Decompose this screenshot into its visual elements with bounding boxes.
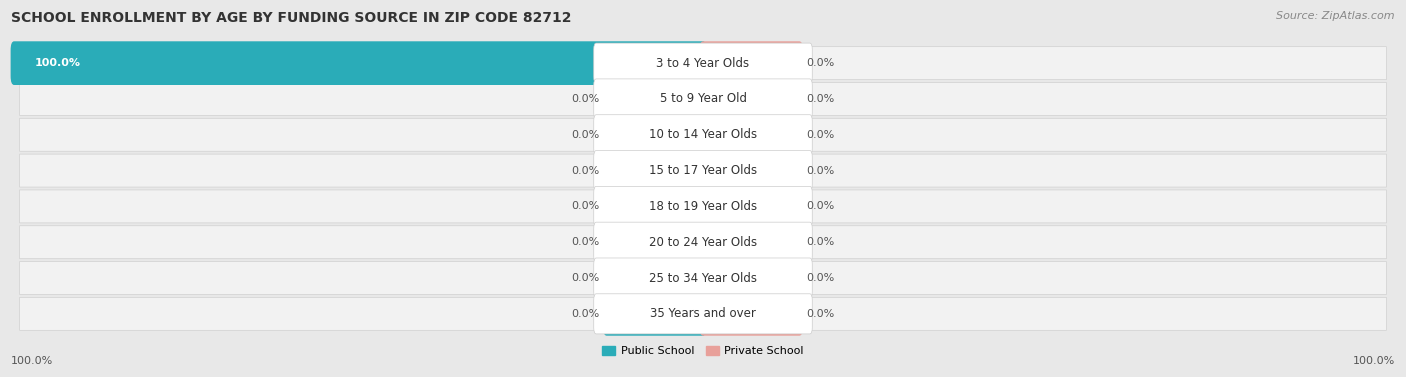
Text: 25 to 34 Year Olds: 25 to 34 Year Olds <box>650 271 756 285</box>
FancyBboxPatch shape <box>700 221 803 264</box>
Text: 18 to 19 Year Olds: 18 to 19 Year Olds <box>650 200 756 213</box>
Text: 3 to 4 Year Olds: 3 to 4 Year Olds <box>657 57 749 70</box>
Text: 0.0%: 0.0% <box>807 237 835 247</box>
Text: 0.0%: 0.0% <box>807 130 835 140</box>
FancyBboxPatch shape <box>593 150 813 191</box>
FancyBboxPatch shape <box>20 118 1386 151</box>
Text: 100.0%: 100.0% <box>1353 356 1395 366</box>
FancyBboxPatch shape <box>20 47 1386 80</box>
Legend: Public School, Private School: Public School, Private School <box>598 341 808 360</box>
Text: SCHOOL ENROLLMENT BY AGE BY FUNDING SOURCE IN ZIP CODE 82712: SCHOOL ENROLLMENT BY AGE BY FUNDING SOUR… <box>11 11 572 25</box>
FancyBboxPatch shape <box>700 292 803 336</box>
FancyBboxPatch shape <box>20 190 1386 223</box>
Text: 0.0%: 0.0% <box>571 273 599 283</box>
FancyBboxPatch shape <box>593 115 813 155</box>
Text: 35 Years and over: 35 Years and over <box>650 307 756 320</box>
FancyBboxPatch shape <box>700 77 803 121</box>
FancyBboxPatch shape <box>603 113 706 156</box>
Text: 5 to 9 Year Old: 5 to 9 Year Old <box>659 92 747 106</box>
Text: 0.0%: 0.0% <box>807 94 835 104</box>
Text: 0.0%: 0.0% <box>571 309 599 319</box>
Text: 0.0%: 0.0% <box>571 130 599 140</box>
Text: 100.0%: 100.0% <box>11 356 53 366</box>
Text: 0.0%: 0.0% <box>807 58 835 68</box>
FancyBboxPatch shape <box>603 221 706 264</box>
FancyBboxPatch shape <box>603 292 706 336</box>
Text: 0.0%: 0.0% <box>571 201 599 211</box>
FancyBboxPatch shape <box>593 258 813 298</box>
FancyBboxPatch shape <box>11 41 706 85</box>
Text: 0.0%: 0.0% <box>807 201 835 211</box>
Text: 0.0%: 0.0% <box>571 94 599 104</box>
FancyBboxPatch shape <box>700 256 803 300</box>
Text: 10 to 14 Year Olds: 10 to 14 Year Olds <box>650 128 756 141</box>
Text: 15 to 17 Year Olds: 15 to 17 Year Olds <box>650 164 756 177</box>
FancyBboxPatch shape <box>593 186 813 227</box>
FancyBboxPatch shape <box>593 43 813 83</box>
FancyBboxPatch shape <box>593 222 813 262</box>
Text: 0.0%: 0.0% <box>571 237 599 247</box>
Text: 100.0%: 100.0% <box>35 58 80 68</box>
FancyBboxPatch shape <box>20 226 1386 259</box>
FancyBboxPatch shape <box>700 149 803 192</box>
Text: 20 to 24 Year Olds: 20 to 24 Year Olds <box>650 236 756 249</box>
Text: 0.0%: 0.0% <box>571 166 599 176</box>
FancyBboxPatch shape <box>20 83 1386 115</box>
FancyBboxPatch shape <box>700 185 803 228</box>
Text: 0.0%: 0.0% <box>807 309 835 319</box>
FancyBboxPatch shape <box>700 113 803 156</box>
FancyBboxPatch shape <box>593 294 813 334</box>
FancyBboxPatch shape <box>20 262 1386 294</box>
FancyBboxPatch shape <box>603 256 706 300</box>
FancyBboxPatch shape <box>603 149 706 192</box>
Text: Source: ZipAtlas.com: Source: ZipAtlas.com <box>1277 11 1395 21</box>
FancyBboxPatch shape <box>20 154 1386 187</box>
FancyBboxPatch shape <box>603 185 706 228</box>
Text: 0.0%: 0.0% <box>807 273 835 283</box>
Text: 0.0%: 0.0% <box>807 166 835 176</box>
FancyBboxPatch shape <box>593 79 813 119</box>
FancyBboxPatch shape <box>20 297 1386 330</box>
FancyBboxPatch shape <box>700 41 803 85</box>
FancyBboxPatch shape <box>603 77 706 121</box>
